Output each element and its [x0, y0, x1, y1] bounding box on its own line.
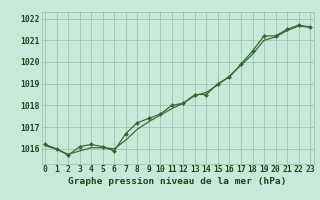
X-axis label: Graphe pression niveau de la mer (hPa): Graphe pression niveau de la mer (hPa): [68, 177, 287, 186]
